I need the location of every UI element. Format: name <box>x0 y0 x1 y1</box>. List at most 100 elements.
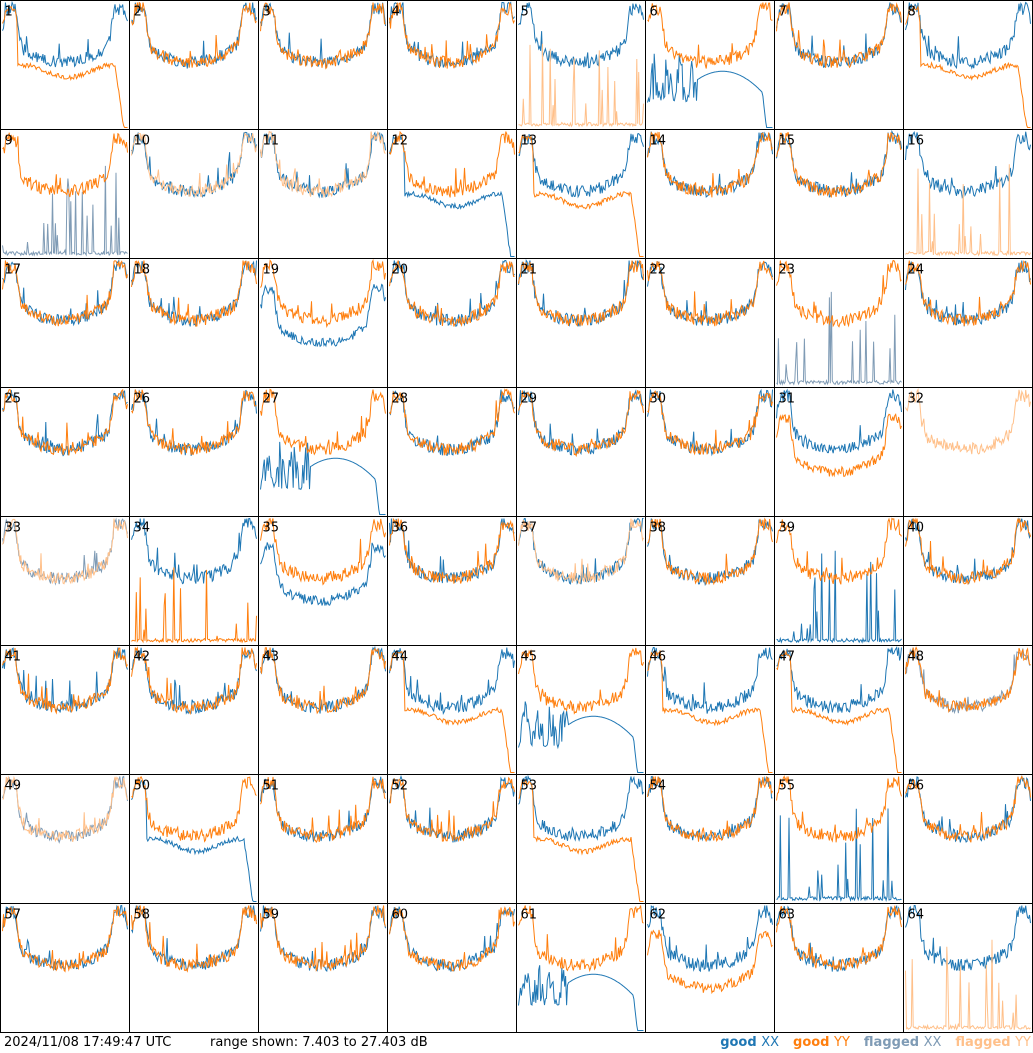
spectrum-panel: 21 <box>516 258 646 388</box>
panel-number: 13 <box>521 134 538 149</box>
series-line-yy <box>131 776 257 843</box>
series-line-xx <box>260 776 386 843</box>
spectrum-panel: 18 <box>129 258 259 388</box>
spectrum-panel: 26 <box>129 387 259 517</box>
panel-number: 19 <box>263 263 280 278</box>
series-line-yy <box>389 388 515 456</box>
spectrum-panel: 35 <box>258 516 388 646</box>
spectrum-panel: 28 <box>387 387 517 517</box>
series-line-yy <box>905 4 1031 128</box>
legend-label: flagged <box>955 1035 1011 1050</box>
panel-number: 23 <box>779 263 796 278</box>
series-line-yy <box>131 1 257 68</box>
panel-frame <box>516 903 646 1033</box>
panel-number: 6 <box>650 5 658 20</box>
series-line-xx <box>389 133 515 257</box>
spectrum-panel: 14 <box>645 129 775 259</box>
panel-number: 7 <box>779 5 787 20</box>
panel-number: 36 <box>392 521 409 536</box>
series-line-xx <box>131 779 257 902</box>
panel-number: 14 <box>650 134 667 149</box>
legend-entry: good YY <box>793 1035 850 1050</box>
series-line-xx <box>2 647 128 713</box>
panel-frame <box>774 516 904 646</box>
series-line-yy <box>647 1 773 69</box>
series-line-yy <box>518 780 644 902</box>
series-line-xx <box>518 774 644 842</box>
panel-number: 53 <box>521 779 538 794</box>
series-line-xx <box>905 905 1031 971</box>
spectrum-panel: 5 <box>516 0 646 130</box>
spectrum-panel: 23 <box>774 258 904 388</box>
panel-frame <box>129 645 259 775</box>
series-line-yy <box>2 260 128 327</box>
panel-number: 3 <box>263 5 271 20</box>
spectrum-panel: 32 <box>903 387 1033 517</box>
spectrum-panel: 51 <box>258 774 388 904</box>
panel-number: 40 <box>908 521 925 536</box>
series-line-xx <box>905 130 1031 199</box>
series-line-yy <box>260 130 386 199</box>
series-line-xx <box>647 518 773 587</box>
panel-number: 47 <box>779 650 796 665</box>
panel-number: 54 <box>650 779 667 794</box>
panel-number: 59 <box>263 908 280 923</box>
panel-number: 33 <box>5 521 22 536</box>
series-line-yy <box>131 567 257 644</box>
panel-number: 8 <box>908 5 916 20</box>
spectrum-panel: 62 <box>645 903 775 1033</box>
series-line-xx <box>518 133 644 199</box>
panel-number: 15 <box>779 134 796 149</box>
panel-number: 25 <box>5 392 22 407</box>
spectrum-panel: 55 <box>774 774 904 904</box>
series-line-yy <box>260 388 386 456</box>
series-line-xx <box>647 904 773 973</box>
panel-number: 56 <box>908 779 925 794</box>
panel-frame <box>774 258 904 388</box>
series-line-yy <box>518 134 644 257</box>
spectrum-panel: 20 <box>387 258 517 388</box>
panel-number: 34 <box>134 521 151 536</box>
series-line-yy <box>905 646 1031 714</box>
panel-number: 16 <box>908 134 925 149</box>
series-line-xx <box>131 518 257 585</box>
spectrum-panel: 53 <box>516 774 646 904</box>
series-line-xx <box>2 517 128 586</box>
series-line-yy <box>647 929 773 995</box>
series-line-xx <box>2 775 128 844</box>
spectrum-panel: 30 <box>645 387 775 517</box>
panel-frame <box>516 129 646 259</box>
legend-entry: good XX <box>720 1035 779 1050</box>
spectrum-panel: 24 <box>903 258 1033 388</box>
series-line-yy <box>131 905 257 973</box>
spectrum-panel: 42 <box>129 645 259 775</box>
spectrum-panel: 10 <box>129 129 259 259</box>
series-line-yy <box>647 517 773 586</box>
panel-frame <box>258 903 388 1033</box>
spectrum-panel: 4 <box>387 0 517 130</box>
panel-frame <box>903 774 1033 904</box>
spectrum-panel: 16 <box>903 129 1033 259</box>
series-line-yy <box>260 517 386 586</box>
panel-number: 62 <box>650 908 667 923</box>
spectrum-panel: 11 <box>258 129 388 259</box>
panel-number: 61 <box>521 908 538 923</box>
panel-number: 58 <box>134 908 151 923</box>
series-line-yy <box>131 260 257 327</box>
series-line-yy <box>2 775 128 843</box>
series-line-xx <box>776 646 902 714</box>
series-line-yy <box>647 390 773 456</box>
series-line-xx <box>776 129 902 198</box>
spectrum-panel: 54 <box>645 774 775 904</box>
spectrum-panel: 27 <box>258 387 388 517</box>
series-line-yy <box>518 390 644 458</box>
panel-number: 48 <box>908 650 925 665</box>
spectrum-panel: 57 <box>0 903 130 1033</box>
panel-number: 1 <box>5 5 13 20</box>
series-line-yy <box>647 649 773 773</box>
series-line-yy <box>518 260 644 327</box>
series-line-xx <box>389 647 515 716</box>
panel-number: 49 <box>5 779 22 794</box>
panel-frame <box>258 774 388 904</box>
series-line-yy <box>260 776 386 844</box>
